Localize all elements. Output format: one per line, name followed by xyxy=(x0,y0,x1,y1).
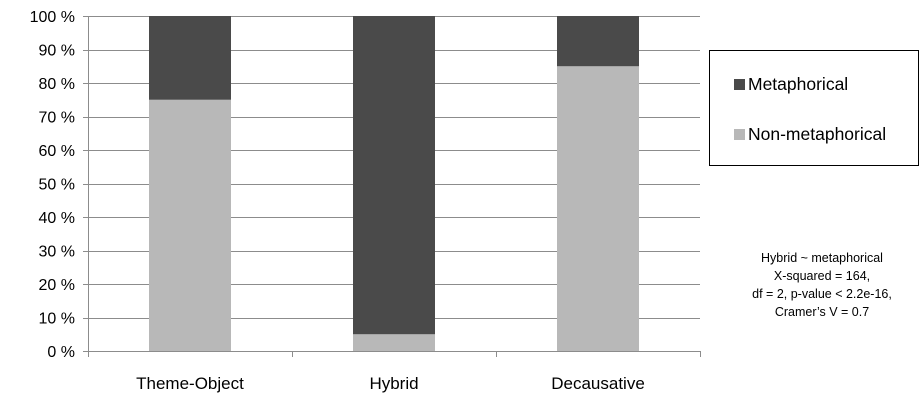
legend-swatch-metaphorical xyxy=(734,79,745,90)
y-tick-label: 20 % xyxy=(39,277,75,294)
bar-theme-object-metaphorical xyxy=(149,16,231,100)
x-category-label: Decausative xyxy=(551,374,645,393)
legend-label-non-metaphorical: Non-metaphorical xyxy=(748,124,887,144)
bar-hybrid-non-metaphorical xyxy=(353,334,435,351)
y-tick-label: 10 % xyxy=(39,311,75,328)
legend-item-metaphorical: Metaphorical xyxy=(734,74,848,95)
y-tick-label: 70 % xyxy=(39,110,75,127)
legend: Metaphorical Non-metaphorical xyxy=(709,50,919,166)
stats-line-chi-squared: X-squared = 164, xyxy=(773,269,871,283)
y-tick-labels: 0 % 10 % 20 % 30 % 40 % 50 % 60 % 70 % 80 % 90 % 1… xyxy=(30,9,75,361)
x-category-labels: Theme-Object Hybrid Decausative xyxy=(136,374,645,393)
y-tick-label: 0 % xyxy=(47,344,75,361)
y-tick-label: 90 % xyxy=(39,43,75,60)
y-tick-label: 60 % xyxy=(39,143,75,160)
statistics-annotation: Hybrid ~ metaphorical X-squared = 164, d… xyxy=(724,249,920,321)
y-tick-label: 30 % xyxy=(39,244,75,261)
stats-line-cramers-v: Cramer’s V = 0.7 xyxy=(774,305,870,319)
stats-line-df-pvalue: df = 2, p-value < 2.2e-16, xyxy=(752,287,892,301)
stats-line-model: Hybrid ~ metaphorical xyxy=(761,251,883,265)
bar-decausative-non-metaphorical xyxy=(557,66,639,351)
y-tick-label: 80 % xyxy=(39,76,75,93)
x-category-label: Hybrid xyxy=(369,374,418,393)
axes xyxy=(83,16,701,357)
bar-hybrid-metaphorical xyxy=(353,16,435,335)
legend-item-non-metaphorical: Non-metaphorical xyxy=(734,124,886,145)
legend-label-metaphorical: Metaphorical xyxy=(748,74,849,94)
bars xyxy=(149,16,639,351)
bar-theme-object-non-metaphorical xyxy=(149,99,231,351)
y-tick-label: 100 % xyxy=(30,9,75,26)
legend-swatch-non-metaphorical xyxy=(734,129,745,140)
y-tick-label: 50 % xyxy=(39,177,75,194)
bar-decausative-metaphorical xyxy=(557,16,639,67)
y-tick-label: 40 % xyxy=(39,210,75,227)
x-category-label: Theme-Object xyxy=(136,374,244,393)
